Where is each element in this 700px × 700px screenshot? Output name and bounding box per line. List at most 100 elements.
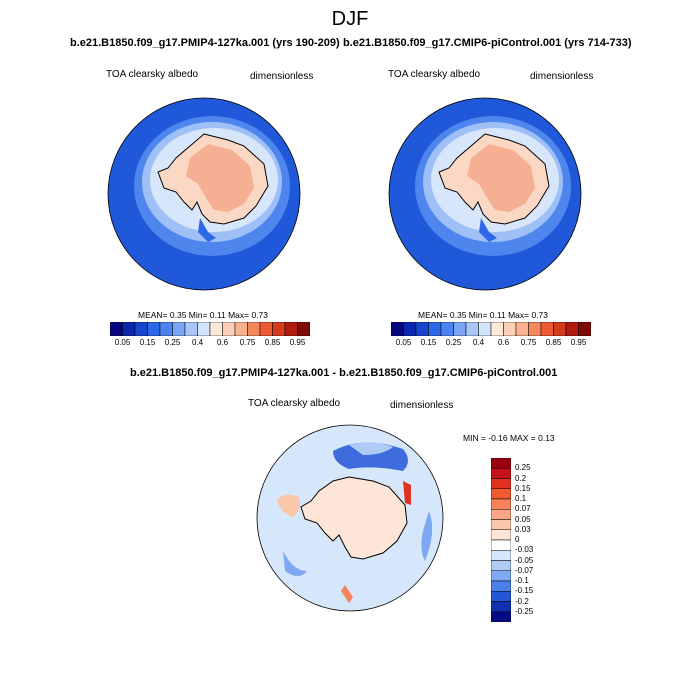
panel-1-stats: MEAN= 0.35 Min= 0.11 Max= 0.73 [138, 310, 269, 320]
panel-1-ross-sea-patch [198, 218, 216, 242]
colorbar-tick-label: 0.75 [520, 338, 537, 347]
colorbar-swatch [491, 601, 511, 612]
colorbar-tick-label: 0.05 [515, 514, 531, 524]
colorbar-tick-label: 0.15 [139, 338, 156, 347]
colorbar-tick-label: 0.4 [472, 338, 485, 347]
colorbar-swatch [491, 488, 511, 500]
colorbar-swatch [297, 322, 310, 336]
colorbar-swatch [491, 570, 511, 582]
panel-3-antarctica [300, 476, 408, 560]
panel-3-units-label: dimensionless [390, 400, 454, 411]
panel-2-map-border [388, 97, 582, 291]
colorbar-swatch [465, 322, 479, 336]
colorbar-swatch [491, 529, 511, 541]
colorbar-swatch [159, 322, 173, 336]
panel-1-ice-sheet-plateau [186, 144, 254, 212]
colorbar-swatch [122, 322, 136, 336]
panel-3-positive-anomaly-south [341, 585, 353, 603]
panel-2-title: b.e21.B1850.f09_g17.CMIP6-piControl.001 … [343, 37, 632, 49]
colorbar-swatch [491, 458, 511, 469]
colorbar-swatch [259, 322, 273, 336]
figure-title: DJF [331, 8, 369, 30]
panel-3-stats: MIN = -0.16 MAX = 0.13 [463, 433, 555, 443]
panel-2-ross-sea-patch [479, 218, 497, 242]
colorbar-tick-label: 0.2 [515, 473, 527, 483]
colorbar-tick-label: 0.25 [164, 338, 181, 347]
panel-2-stats: MEAN= 0.35 Min= 0.11 Max= 0.73 [418, 310, 549, 320]
colorbar-tick-label: -0.25 [515, 606, 534, 616]
panel-3-negative-anomaly-southwest [283, 551, 307, 576]
panel-2-ice-sheet-plateau [467, 144, 535, 212]
colorbar-swatch [428, 322, 442, 336]
colorbar-swatch [247, 322, 261, 336]
colorbar-tick-label: 0.95 [289, 338, 306, 347]
colorbar-swatch [197, 322, 211, 336]
colorbar-swatch [478, 322, 492, 336]
colorbar-swatch [491, 509, 511, 520]
colorbar-swatch [490, 322, 504, 336]
colorbar-tick-label: 0.75 [239, 338, 256, 347]
colorbar-swatch [491, 611, 511, 622]
panel-3-negative-anomaly-north [333, 442, 408, 471]
colorbar-swatch [491, 550, 511, 561]
colorbar-tick-label: 0.07 [515, 504, 531, 514]
colorbar-tick-label: 0.25 [515, 463, 531, 473]
colorbar-swatch [172, 322, 186, 336]
colorbar-swatch [415, 322, 429, 336]
colorbar-tick-label: 0.1 [515, 494, 527, 503]
colorbar-tick-label: -0.05 [515, 555, 534, 565]
colorbar-tick-label: 0.03 [515, 524, 531, 534]
panel-3-negative-anomaly-southeast [421, 511, 433, 561]
panel-3-positive-anomaly-west [277, 494, 301, 517]
panel-1-colorbar-ticks: 0.05 0.15 0.25 0.4 0.6 0.75 0.85 0.95 [110, 338, 310, 350]
colorbar-tick-label: -0.03 [515, 545, 534, 555]
colorbar-swatch [528, 322, 542, 336]
colorbar-swatch [272, 322, 286, 336]
colorbar-swatch [134, 322, 148, 336]
colorbar-swatch [284, 322, 298, 336]
panel-1-polar-map [107, 97, 301, 291]
colorbar-swatch [403, 322, 417, 336]
colorbar-tick-label: 0.05 [395, 338, 412, 347]
panel-3-map-border [256, 424, 444, 612]
colorbar-swatch [553, 322, 567, 336]
panel-3-variable-label: TOA clearsky albedo [248, 398, 341, 409]
colorbar-tick-label: -0.15 [515, 586, 534, 596]
colorbar-swatch [491, 519, 511, 530]
colorbar-swatch [234, 322, 248, 336]
colorbar-swatch [453, 322, 467, 336]
colorbar-tick-label: 0 [515, 535, 520, 544]
colorbar-swatch [491, 468, 511, 479]
colorbar-swatch [491, 478, 511, 489]
colorbar-tick-label: 0.85 [264, 338, 281, 347]
colorbar-swatch [565, 322, 579, 336]
colorbar-tick-label: 0.6 [497, 338, 510, 347]
colorbar-swatch [515, 322, 529, 336]
panel-2-polar-map [388, 97, 582, 291]
colorbar-swatch [491, 591, 511, 602]
colorbar-swatch [491, 580, 511, 592]
colorbar-tick-label: 0.4 [191, 338, 204, 347]
colorbar-swatch [110, 322, 123, 336]
colorbar-swatch [540, 322, 554, 336]
panel-3-colorbar [491, 458, 511, 622]
colorbar-tick-label: 0.85 [545, 338, 562, 347]
colorbar-swatch [147, 322, 161, 336]
panel-1-variable-label: TOA clearsky albedo [106, 69, 199, 80]
panel-3-title: b.e21.B1850.f09_g17.PMIP4-127ka.001 - b.… [130, 367, 558, 379]
colorbar-tick-label: 0.95 [570, 338, 587, 347]
colorbar-swatch [222, 322, 236, 336]
panel-3-weak-negative-north [349, 442, 393, 455]
panel-2-colorbar [391, 322, 591, 336]
colorbar-swatch [491, 498, 511, 510]
panel-2-colorbar-ticks: 0.05 0.15 0.25 0.4 0.6 0.75 0.85 0.95 [391, 338, 591, 350]
panel-2-variable-label: TOA clearsky albedo [388, 69, 481, 80]
colorbar-tick-label: -0.1 [515, 576, 529, 585]
colorbar-swatch [440, 322, 454, 336]
colorbar-swatch [578, 322, 591, 336]
panel-1-units-label: dimensionless [250, 71, 314, 82]
colorbar-tick-label: 0.6 [216, 338, 229, 347]
colorbar-tick-label: -0.07 [515, 565, 534, 575]
colorbar-tick-label: 0.05 [114, 338, 131, 347]
panel-3-positive-anomaly-east [403, 481, 411, 505]
